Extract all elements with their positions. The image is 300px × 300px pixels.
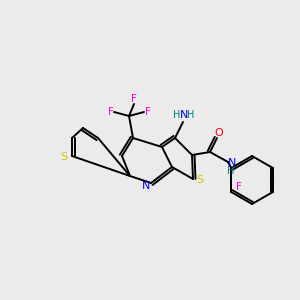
Text: H: H [227, 166, 235, 176]
Text: F: F [108, 107, 114, 117]
Text: S: S [60, 152, 68, 162]
Text: F: F [236, 182, 242, 192]
Text: O: O [214, 128, 224, 138]
Text: F: F [145, 107, 151, 117]
Text: N: N [142, 181, 150, 191]
Text: F: F [131, 94, 137, 104]
Text: N: N [228, 158, 236, 168]
Text: H: H [187, 110, 195, 120]
Text: N: N [180, 110, 188, 120]
Text: H: H [173, 110, 181, 120]
Text: S: S [196, 175, 204, 185]
